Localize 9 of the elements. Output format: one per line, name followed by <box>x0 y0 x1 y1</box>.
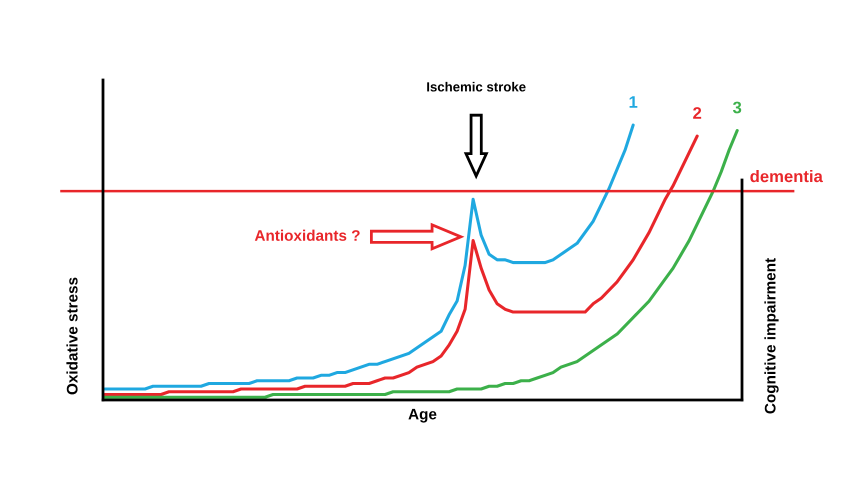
text: Ischemic stroke <box>427 82 526 92</box>
ref-line-label: dementia <box>750 170 823 182</box>
y-axis-title: Oxidative stress <box>66 278 78 394</box>
series-label: 1 <box>630 96 638 108</box>
annotation: Antioxidants ? <box>254 230 360 241</box>
x-axis-title: Age <box>408 408 436 423</box>
y2-axis-title: Cognitive impairment <box>764 258 779 414</box>
series-label: 3 <box>732 102 742 114</box>
series-label: 2 <box>693 107 702 119</box>
